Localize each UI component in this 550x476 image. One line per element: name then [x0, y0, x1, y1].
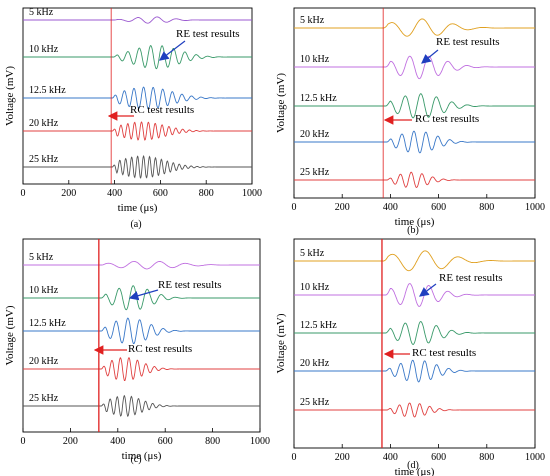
series-label: 20 kHz [300, 358, 330, 369]
x-tick-label: 200 [61, 188, 76, 199]
series-label: 5 kHz [300, 248, 325, 259]
panel-caption: (a) [130, 219, 141, 230]
x-tick-label: 600 [158, 436, 173, 447]
re-annotation: RE test results [176, 28, 240, 40]
series-line-12.5khz [23, 317, 260, 345]
re-arrow [128, 289, 159, 301]
re-arrow [421, 49, 439, 64]
rc-annotation: RC test results [128, 343, 192, 355]
y-axis-label: Voltage (mV) [4, 305, 16, 365]
plot-frame [293, 7, 536, 199]
plot-frame [22, 238, 261, 433]
panel-3: 0 200 400 600 800 1000 time (μs) Voltage (mV) (c… [4, 238, 270, 465]
series-label: 10 kHz [300, 54, 330, 65]
x-tick-label: 1000 [525, 202, 545, 213]
x-tick-label: 400 [107, 188, 122, 199]
x-tick-label: 200 [335, 452, 350, 463]
series-line-5khz [23, 260, 260, 270]
series-line-10khz [23, 285, 260, 311]
x-tick-label: 800 [205, 436, 220, 447]
x-tick-label: 600 [153, 188, 168, 199]
series-label: 10 kHz [29, 285, 59, 296]
x-tick-label: 200 [63, 436, 78, 447]
re-annotation: RE test results [439, 272, 503, 284]
series-label: 25 kHz [300, 167, 330, 178]
series-line-5khz [294, 18, 535, 37]
series-label: 12.5 kHz [300, 320, 337, 331]
series-line-10khz [294, 283, 535, 307]
series-label: 12.5 kHz [300, 93, 337, 104]
plot-frame [22, 7, 253, 185]
rc-annotation: RC test results [130, 104, 194, 116]
panel-2: 0 200 400 600 800 1000 time (μs) Voltage (mV) (b… [275, 7, 545, 236]
x-tick-label: 0 [292, 452, 297, 463]
series-line-25khz [294, 402, 535, 418]
y-axis-label: Voltage (mV) [275, 73, 287, 133]
series-line-12.5khz [23, 86, 252, 110]
series-label: 5 kHz [300, 15, 325, 26]
x-tick-label: 800 [479, 202, 494, 213]
series-line-20khz [294, 130, 535, 154]
series-label: 12.5 kHz [29, 85, 66, 96]
series-line-20khz [294, 359, 535, 383]
rc-annotation: RC test results [415, 113, 479, 125]
x-tick-label: 0 [21, 436, 26, 447]
x-tick-label: 600 [431, 202, 446, 213]
panel-caption: (c) [130, 454, 141, 465]
series-label: 20 kHz [29, 356, 59, 367]
x-axis-label: time (μs) [395, 466, 435, 476]
x-tick-label: 1000 [250, 436, 270, 447]
series-line-12.5khz [294, 321, 535, 345]
series-line-10khz [23, 45, 252, 70]
series-label: 10 kHz [29, 44, 59, 55]
series-line-20khz [23, 121, 252, 141]
series-label: 25 kHz [29, 393, 59, 404]
series-line-5khz [294, 250, 535, 272]
x-tick-label: 1000 [525, 452, 545, 463]
x-axis-label: time (μs) [118, 202, 158, 214]
series-label: 5 kHz [29, 7, 54, 18]
series-line-5khz [23, 16, 252, 24]
re-arrow [419, 283, 437, 297]
panel-caption: (b) [407, 225, 419, 236]
x-tick-label: 0 [292, 202, 297, 213]
panel-caption: (d) [407, 460, 419, 471]
x-tick-label: 400 [110, 436, 125, 447]
rc-annotation: RC test results [412, 347, 476, 359]
x-tick-label: 600 [431, 452, 446, 463]
series-label: 20 kHz [29, 118, 59, 129]
x-tick-label: 800 [199, 188, 214, 199]
series-label: 10 kHz [300, 282, 330, 293]
x-axis-label: time (μs) [395, 216, 435, 228]
series-label: 12.5 kHz [29, 318, 66, 329]
x-tick-label: 400 [383, 202, 398, 213]
x-tick-label: 800 [479, 452, 494, 463]
x-tick-label: 1000 [242, 188, 262, 199]
series-line-20khz [23, 357, 260, 381]
series-line-10khz [294, 55, 535, 80]
re-arrow [159, 40, 186, 61]
series-line-25khz [23, 155, 252, 179]
re-annotation: RE test results [158, 279, 222, 291]
series-line-25khz [294, 171, 535, 189]
panel-1: 0 200 400 600 800 1000 time (μs) Voltage (mV) (a… [4, 7, 262, 230]
x-axis-label: time (μs) [122, 450, 162, 462]
series-label: 25 kHz [300, 397, 330, 408]
re-annotation: RE test results [436, 36, 500, 48]
x-tick-label: 400 [383, 452, 398, 463]
x-tick-label: 0 [21, 188, 26, 199]
series-line-12.5khz [294, 93, 535, 119]
series-label: 20 kHz [300, 129, 330, 140]
plot-frame [293, 238, 536, 449]
x-tick-label: 200 [335, 202, 350, 213]
y-axis-label: Voltage (mV) [4, 66, 16, 126]
series-line-25khz [23, 394, 260, 418]
series-label: 5 kHz [29, 252, 54, 263]
panel-4: 0 200 400 600 800 1000 time (μs) Voltage (mV) (d… [275, 238, 545, 476]
series-label: 25 kHz [29, 154, 59, 165]
y-axis-label: Voltage (mV) [275, 313, 287, 373]
